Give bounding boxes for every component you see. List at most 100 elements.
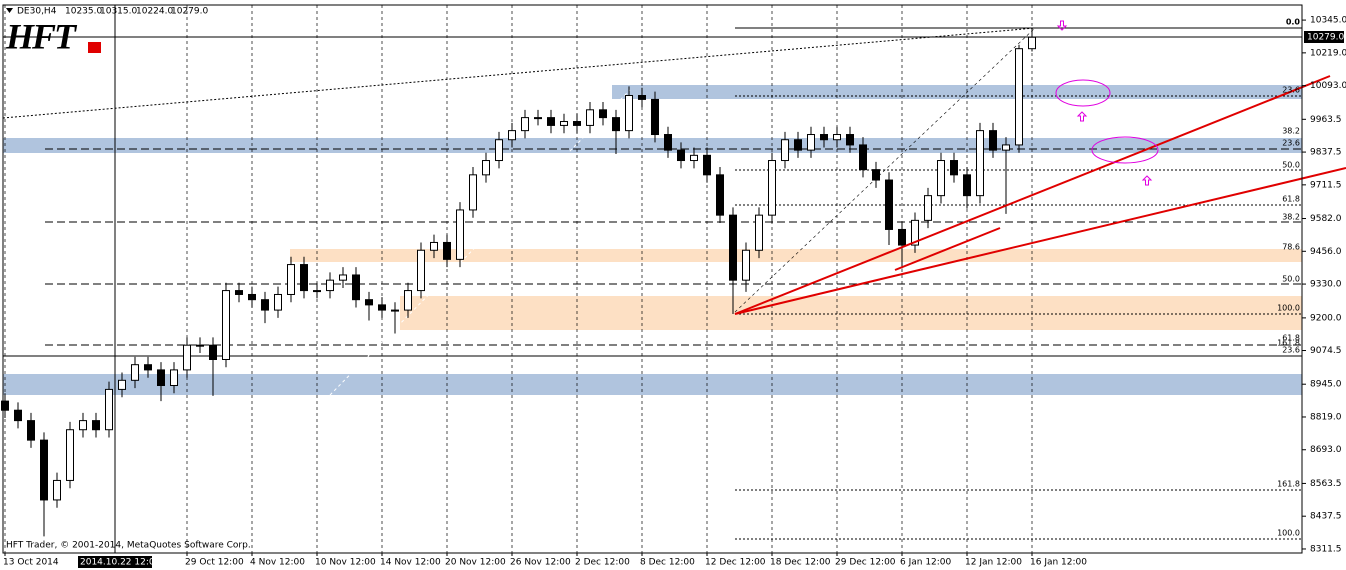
- candle-body: [40, 439, 48, 501]
- fib-label: 100.0: [1277, 529, 1300, 538]
- candle-body: [1028, 36, 1036, 50]
- candle-body: [157, 369, 165, 387]
- candle-body: [274, 293, 282, 311]
- trend-line: [2, 27, 1036, 119]
- candle-body: [196, 344, 204, 347]
- candle-body: [222, 290, 230, 360]
- candle-body: [963, 174, 971, 197]
- candle-body: [170, 369, 178, 387]
- x-tick-label: 16 Jan 12:00: [1030, 558, 1087, 568]
- fib-label: 50.0: [1282, 161, 1300, 170]
- crosshair-label: 2014.10.22 12:00: [80, 558, 161, 568]
- candle-body: [495, 139, 503, 162]
- y-tick-label: 9074.5: [1310, 346, 1342, 356]
- y-tick-label: 8311.5: [1310, 544, 1342, 554]
- arrow-up: [1076, 111, 1088, 122]
- symbol: DE30,H4: [17, 7, 57, 17]
- candle-body: [742, 249, 750, 281]
- x-tick-label: 26 Nov 12:00: [510, 558, 571, 568]
- candle-body: [651, 98, 659, 136]
- candle-body: [183, 344, 191, 371]
- candle-body: [846, 134, 854, 146]
- candle-body: [430, 241, 438, 251]
- candle-body: [950, 160, 958, 176]
- x-tick-label: 14 Nov 12:00: [380, 558, 441, 568]
- y-tick-label: 9582.0: [1310, 214, 1342, 224]
- candle-body: [1, 400, 9, 411]
- zone: [290, 249, 1302, 262]
- crosshair-label-box: [78, 556, 152, 568]
- candle-body: [469, 174, 477, 211]
- candle-body: [508, 130, 516, 141]
- x-tick-label: 4 Nov 12:00: [250, 558, 305, 568]
- candle-body: [898, 228, 906, 246]
- candle-body: [573, 121, 581, 126]
- candle-body: [560, 121, 568, 126]
- copyright: HFT Trader, © 2001-2014, MetaQuotes Soft…: [6, 541, 251, 551]
- price-label-box: [1304, 31, 1344, 43]
- fib-label: 61.8: [1282, 195, 1300, 204]
- candle-body: [365, 299, 373, 306]
- zone: [3, 138, 1302, 153]
- candle-body: [235, 290, 243, 295]
- candle-body: [1015, 48, 1023, 146]
- candle-body: [417, 249, 425, 292]
- fib-diagonal: [329, 89, 631, 396]
- logo-dot: [88, 42, 101, 53]
- fib-label: 23.6: [1282, 346, 1300, 355]
- menu-arrow[interactable]: [6, 8, 13, 13]
- candle-body: [144, 364, 152, 371]
- y-tick-label: 8819.0: [1310, 412, 1342, 422]
- y-tick-label: 9711.5: [1310, 180, 1342, 190]
- candle-body: [14, 409, 22, 422]
- x-tick-label: 2 Dec 12:00: [575, 558, 630, 568]
- candle-body: [872, 169, 880, 181]
- x-tick-label: 29 Oct 12:00: [185, 558, 244, 568]
- x-tick-label: 20 Nov 12:00: [445, 558, 506, 568]
- candle-body: [547, 117, 555, 126]
- candle-body: [781, 139, 789, 162]
- candle-body: [586, 109, 594, 126]
- candle-body: [924, 195, 932, 221]
- candle-body: [209, 344, 217, 360]
- y-tick-label: 8563.5: [1310, 479, 1342, 489]
- candle-body: [248, 293, 256, 301]
- candle-body: [599, 109, 607, 119]
- y-tick-label: 10093.0: [1310, 81, 1346, 91]
- zone: [3, 374, 1302, 395]
- trend-line: [894, 227, 1001, 271]
- candle-body: [313, 290, 321, 293]
- candle-body: [482, 160, 490, 176]
- candle-body: [768, 160, 776, 216]
- y-tick-label: 8437.5: [1310, 512, 1342, 522]
- y-tick-label: 9330.0: [1310, 280, 1342, 290]
- candle-body: [456, 209, 464, 260]
- candle-body: [833, 134, 841, 141]
- candle-body: [716, 174, 724, 216]
- candle-body: [261, 299, 269, 311]
- header-close: 10279.0: [171, 7, 208, 17]
- candle-body: [79, 420, 87, 431]
- x-tick-label: 10 Nov 12:00: [315, 558, 376, 568]
- header-high: 10315.0: [100, 7, 137, 17]
- plot-frame: [2, 4, 1303, 554]
- candle-body: [92, 420, 100, 431]
- y-tick-label: 10345.0: [1310, 16, 1346, 26]
- fib-label: 38.2: [1282, 127, 1300, 136]
- zone: [612, 85, 1302, 99]
- x-tick-label: 8 Dec 12:00: [640, 558, 695, 568]
- candle-body: [664, 134, 672, 151]
- candle-body: [443, 241, 451, 260]
- candle-body: [911, 219, 919, 246]
- candle-body: [690, 154, 698, 162]
- x-tick-label: 12 Jan 12:00: [965, 558, 1022, 568]
- fib-label: 0.0: [1286, 18, 1301, 27]
- candle-body: [300, 264, 308, 292]
- candle-body: [885, 179, 893, 230]
- trend-line: [734, 167, 1346, 315]
- candle-body: [534, 117, 542, 120]
- candle-body: [976, 130, 984, 197]
- zone: [400, 296, 1302, 330]
- header-open: 10235.0: [65, 7, 102, 17]
- candle-body: [625, 95, 633, 132]
